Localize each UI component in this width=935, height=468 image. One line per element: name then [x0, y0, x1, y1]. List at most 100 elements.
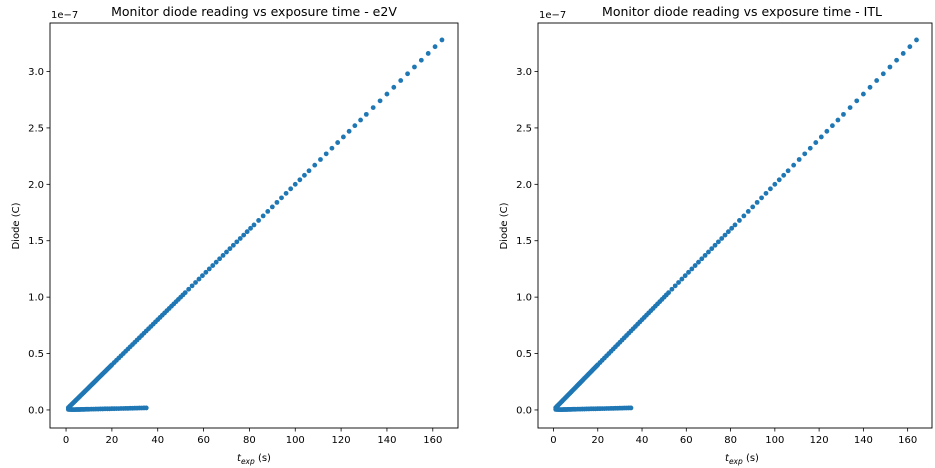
data-point: [288, 186, 293, 191]
x-axis-label-unit: (s): [255, 453, 271, 464]
y-tick-label: 1.5: [516, 236, 532, 247]
data-point: [302, 173, 307, 178]
x-tick-label: 40: [151, 435, 164, 446]
x-tick-label: 120: [810, 435, 829, 446]
chart-panel-e2v: Monitor diode reading vs exposure time -…: [11, 4, 458, 466]
data-point: [412, 65, 417, 70]
data-point: [183, 290, 188, 295]
data-point: [307, 168, 312, 173]
data-point: [330, 146, 335, 151]
data-point: [813, 140, 818, 145]
data-point: [824, 129, 829, 134]
data-point: [629, 406, 634, 411]
y-axis-label: Diode (C): [11, 202, 22, 249]
data-point: [265, 209, 270, 214]
data-point: [371, 105, 376, 110]
data-point: [318, 157, 323, 162]
y-tick-label: 2.0: [516, 180, 532, 191]
data-point: [733, 223, 738, 228]
x-tick-label: 100: [765, 435, 784, 446]
y-tick-label: 3.0: [516, 67, 532, 78]
data-point: [426, 51, 431, 56]
y-tick-label: 1.0: [516, 293, 532, 304]
data-point: [772, 182, 777, 187]
data-point: [312, 163, 317, 168]
data-point: [207, 267, 212, 272]
x-axis-label-subscript: exp: [241, 457, 255, 466]
data-point: [347, 129, 352, 134]
data-point: [786, 168, 791, 173]
x-tick-label: 60: [680, 435, 693, 446]
x-tick-label: 0: [550, 435, 556, 446]
data-point: [440, 38, 445, 43]
x-tick-label: 80: [243, 435, 256, 446]
data-point: [907, 44, 912, 49]
data-point: [781, 173, 786, 178]
data-points: [66, 38, 444, 412]
data-point: [279, 195, 284, 200]
data-point: [144, 406, 149, 411]
data-points: [553, 38, 919, 412]
data-point: [270, 204, 275, 209]
y-tick-label: 1.0: [28, 293, 44, 304]
data-point: [261, 214, 266, 219]
data-point: [901, 51, 906, 56]
x-tick-label: 160: [423, 435, 442, 446]
data-point: [214, 260, 219, 265]
data-point: [797, 157, 802, 162]
x-tick-label: 20: [106, 435, 119, 446]
y-offset-label: 1e−7: [539, 10, 566, 21]
data-point: [830, 123, 835, 128]
data-point: [297, 177, 302, 182]
data-point: [791, 163, 796, 168]
data-point: [293, 182, 298, 187]
data-point: [777, 177, 782, 182]
data-point: [881, 71, 886, 76]
y-offset-label: 1e−7: [51, 10, 78, 21]
data-point: [228, 246, 233, 251]
x-tick-label: 80: [724, 435, 737, 446]
data-point: [419, 58, 424, 63]
data-point: [238, 236, 243, 241]
data-point: [200, 273, 205, 278]
x-tick-label: 140: [854, 435, 873, 446]
data-point: [385, 92, 390, 97]
y-axis-label: Diode (C): [499, 202, 510, 249]
data-point: [848, 105, 853, 110]
x-tick-label: 100: [286, 435, 305, 446]
y-tick-label: 0.0: [516, 405, 532, 416]
data-point: [364, 112, 369, 117]
data-point: [836, 118, 841, 123]
y-tick-label: 0.5: [516, 349, 532, 360]
data-point: [433, 44, 438, 49]
data-point: [746, 209, 751, 214]
data-point: [914, 38, 919, 43]
y-tick-label: 2.0: [28, 180, 44, 191]
data-point: [234, 239, 239, 244]
chart-panel-itl: Monitor diode reading vs exposure time -…: [499, 4, 932, 466]
data-point: [352, 123, 357, 128]
data-point: [284, 191, 289, 196]
data-point: [186, 287, 191, 292]
data-point: [221, 253, 226, 258]
data-point: [245, 229, 250, 234]
data-point: [768, 186, 773, 191]
data-point: [217, 256, 222, 261]
data-point: [741, 214, 746, 219]
data-point: [819, 135, 824, 140]
data-point: [759, 195, 764, 200]
data-point: [888, 65, 893, 70]
data-point: [248, 226, 253, 231]
data-point: [764, 191, 769, 196]
data-point: [190, 283, 195, 288]
data-point: [405, 71, 410, 76]
x-axis-label-unit: (s): [743, 453, 759, 464]
data-point: [256, 218, 261, 223]
x-tick-label: 0: [63, 435, 69, 446]
data-point: [252, 223, 257, 228]
x-tick-label: 20: [591, 435, 604, 446]
data-point: [324, 151, 329, 156]
x-axis-label: texp (s): [725, 453, 759, 466]
x-tick-label: 140: [377, 435, 396, 446]
data-point: [391, 85, 396, 90]
